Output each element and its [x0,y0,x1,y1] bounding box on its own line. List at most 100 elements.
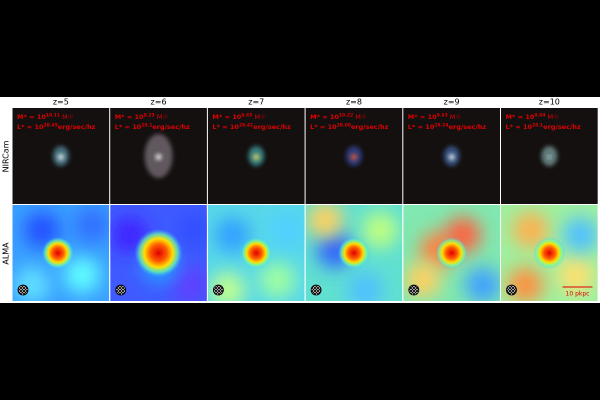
luminosity-annotation: L* = 1028.42erg/sec/hz [212,122,291,131]
mass-exponent: 9.65 [241,112,252,118]
column-label: z=9 [444,98,460,107]
lum-unit: erg/sec/hz [253,123,291,131]
column-label: z=8 [346,98,362,107]
mass-text: M* = 10 [506,113,535,121]
alma-blob [214,217,251,253]
nircam-panel: M* = 109.65 M☉L* = 1028.42erg/sec/hz [207,108,305,204]
alma-panel [110,205,207,301]
alma-blob [64,257,100,293]
alma-source [337,237,370,269]
alma-blob [464,267,500,301]
column-label: z=10 [539,98,560,107]
lum-text: L* = 10 [115,123,142,131]
mass-annotation: M* = 109.04 M☉ [506,112,560,121]
alma-source [240,237,273,269]
galaxy-core [253,154,260,160]
alma-source [435,237,468,269]
mass-exponent: 9.23 [144,112,155,118]
alma-map [207,205,305,301]
alma-blob [259,262,296,298]
mass-annotation: M* = 109.65 M☉ [212,112,266,121]
mass-text: M* = 10 [212,113,241,121]
alma-blob [562,217,598,253]
alma-source [41,237,74,269]
galaxy-core [57,154,64,160]
galaxy [52,146,69,166]
beam [506,284,517,296]
alma-panel [12,205,110,301]
alma-blob [269,212,305,248]
lum-exponent: 28.45 [44,122,58,128]
lum-unit: erg/sec/hz [449,123,487,131]
alma-map [403,205,500,301]
lum-unit: erg/sec/hz [58,123,96,131]
mass-text: M* = 10 [115,113,144,121]
mass-exponent: 10.22 [339,112,353,118]
lum-unit: erg/sec/hz [543,123,581,131]
alma-map [110,205,207,301]
mass-annotation: M* = 109.23 M☉ [115,112,169,121]
beam [408,284,420,296]
scale-bar-label: 10 pkpc [566,291,590,298]
lum-text: L* = 10 [310,123,337,131]
lum-exponent: 28.42 [239,122,253,128]
alma-panel [305,205,403,301]
alma-blob [171,267,207,301]
lum-text: L* = 10 [408,123,435,131]
galaxy [345,146,362,166]
alma-blob [74,207,110,243]
nircam-panel: M* = 109.63 M☉L* = 1028.24erg/sec/hz [403,108,500,204]
nircam-panel: M* = 1010.22 M☉ L* = 1028.60erg/sec/hz [305,108,403,204]
lum-unit: erg/sec/hz [152,123,190,131]
column-label: z=7 [248,98,264,107]
alma-blob [307,205,344,238]
mass-text: M* = 10 [310,113,339,121]
alma-blob [176,212,207,248]
galaxy-core [448,154,455,160]
beam [212,284,224,296]
mass-exponent: 9.63 [437,112,448,118]
beam [17,284,29,296]
mass-annotation: M* = 109.63 M☉ [408,112,462,121]
mass-annotation: M* = 1010.11 M☉ [17,112,74,121]
row-label: ALMA [2,242,11,265]
mass-unit: M☉ [254,113,266,121]
alma-blob [14,267,50,301]
lum-exponent: 28.1 [141,122,152,128]
mass-text: M* = 10 [17,113,46,121]
luminosity-annotation: L* = 1028.45erg/sec/hz [17,122,96,131]
mass-annotation: M* = 1010.22 M☉ [310,112,367,121]
mass-exponent: 10.11 [46,112,60,118]
alma-source [533,237,566,269]
mass-exponent: 9.04 [534,112,545,118]
nircam-panel: M* = 109.04 M☉L* = 1028.1erg/sec/hz [501,108,598,204]
galaxy [443,146,460,166]
alma-panel [207,205,305,301]
alma-blob [362,212,399,248]
nircam-panel: M* = 109.23 M☉L* = 1028.1erg/sec/hz [110,108,207,204]
galaxy-core [350,154,357,160]
luminosity-annotation: L* = 1028.1erg/sec/hz [506,122,581,131]
alma-map [501,205,598,301]
alma-panel: 10 pkpc [501,205,598,301]
alma-source [134,229,183,277]
mass-unit: M☉ [157,113,169,121]
galaxy [248,146,265,166]
alma-map [305,205,403,301]
beam [310,284,322,296]
alma-panel [403,205,500,301]
lum-text: L* = 10 [17,123,44,131]
galaxy [144,134,173,178]
nircam-panel: M* = 1010.11 M☉L* = 1028.45erg/sec/hz [12,108,110,204]
lum-exponent: 28.1 [532,122,543,128]
luminosity-annotation: L* = 1028.1erg/sec/hz [115,122,190,131]
column-label: z=5 [53,98,69,107]
galaxy [541,146,558,166]
lum-text: L* = 10 [506,123,533,131]
lum-exponent: 28.60 [337,122,351,128]
lum-unit: erg/sec/hz [351,123,389,131]
lum-text: L* = 10 [212,123,239,131]
galaxy-core [547,155,551,159]
mass-unit: M☉ [62,113,74,121]
